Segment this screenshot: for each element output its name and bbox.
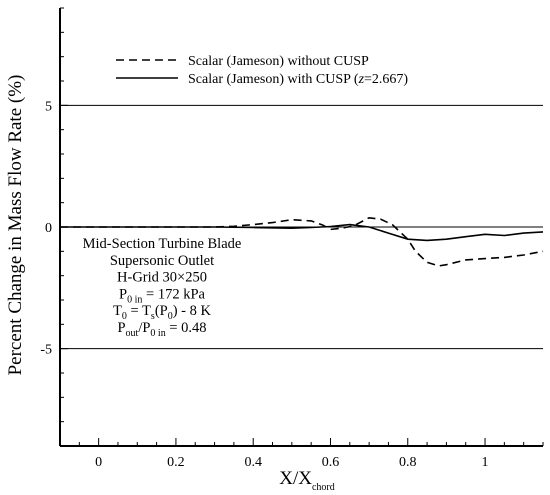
annotation-text-part: Supersonic Outlet bbox=[110, 253, 214, 269]
y-tick-label: -5 bbox=[40, 343, 52, 358]
x-axis-title-sub: chord bbox=[312, 482, 335, 493]
legend: Scalar (Jameson) without CUSP Scalar (Jam… bbox=[116, 54, 408, 87]
series-line-2 bbox=[60, 223, 544, 242]
legend-label-1: Scalar (Jameson) without CUSP bbox=[188, 54, 369, 69]
annotation-text-part: 0 bbox=[122, 311, 127, 322]
legend-label-part: Scalar (Jameson) without CUSP bbox=[188, 54, 369, 69]
annotation-line-5: T0 = Ts(P0) - 8 K bbox=[113, 303, 211, 322]
annotation-text-part: P bbox=[119, 286, 127, 302]
legend-label-2: Scalar (Jameson) with CUSP (z=2.667) bbox=[188, 72, 408, 87]
x-tick-label: 0.8 bbox=[399, 455, 417, 470]
x-tick-label: 0.4 bbox=[244, 455, 262, 470]
x-axis-title: X/Xchord bbox=[279, 468, 335, 493]
annotation-text-part: s bbox=[151, 311, 155, 322]
legend-label-part: Scalar (Jameson) with CUSP ( bbox=[188, 72, 359, 87]
legend-label-part: =2.667) bbox=[364, 72, 408, 87]
annotation-text-part: 0 in bbox=[150, 328, 165, 339]
annotation-text-part: ) - 8 K bbox=[173, 303, 212, 319]
legend-label-italic: z bbox=[358, 72, 365, 87]
annotation-text-part: 0 in bbox=[127, 294, 142, 305]
annotation-line-2: Supersonic Outlet bbox=[110, 253, 214, 269]
annotation-text-part: (P bbox=[155, 303, 168, 319]
annotation-text-part: = 172 kPa bbox=[142, 286, 205, 302]
annotation-text-part: = T bbox=[127, 303, 151, 319]
annotation-line-4: P0 in = 172 kPa bbox=[119, 286, 205, 305]
plot-area: 0 0.2 0.4 0.6 0.8 1 5 0 -5 bbox=[40, 7, 544, 470]
annotation-text-part: = 0.48 bbox=[166, 320, 207, 336]
annotation-text-part: H-Grid 30×250 bbox=[117, 270, 207, 286]
annotation-text-part: P bbox=[117, 320, 125, 336]
annotation-text-part: T bbox=[113, 303, 122, 319]
y-tick-label: 0 bbox=[45, 221, 52, 236]
annotation-text-part: /P bbox=[138, 320, 150, 336]
annotation-line-1: Mid-Section Turbine Blade bbox=[83, 236, 242, 252]
x-tick-label: 0 bbox=[95, 455, 102, 470]
annotation-text-part: 0 bbox=[168, 311, 173, 322]
x-tick-label: 1 bbox=[482, 455, 489, 470]
annotation-line-6: Pout/P0 in = 0.48 bbox=[117, 320, 206, 339]
annotation-text-part: out bbox=[126, 328, 139, 339]
x-tick-label: 0.2 bbox=[167, 455, 185, 470]
x-tick-label: 0.6 bbox=[322, 455, 340, 470]
annotation-line-3: H-Grid 30×250 bbox=[117, 270, 207, 286]
x-axis-title-main: X/X bbox=[279, 468, 312, 489]
annotation-text-part: Mid-Section Turbine Blade bbox=[83, 236, 242, 252]
y-tick-label: 5 bbox=[45, 99, 52, 114]
y-axis-title: Percent Change in Mass Flow Rate (%) bbox=[5, 75, 26, 376]
